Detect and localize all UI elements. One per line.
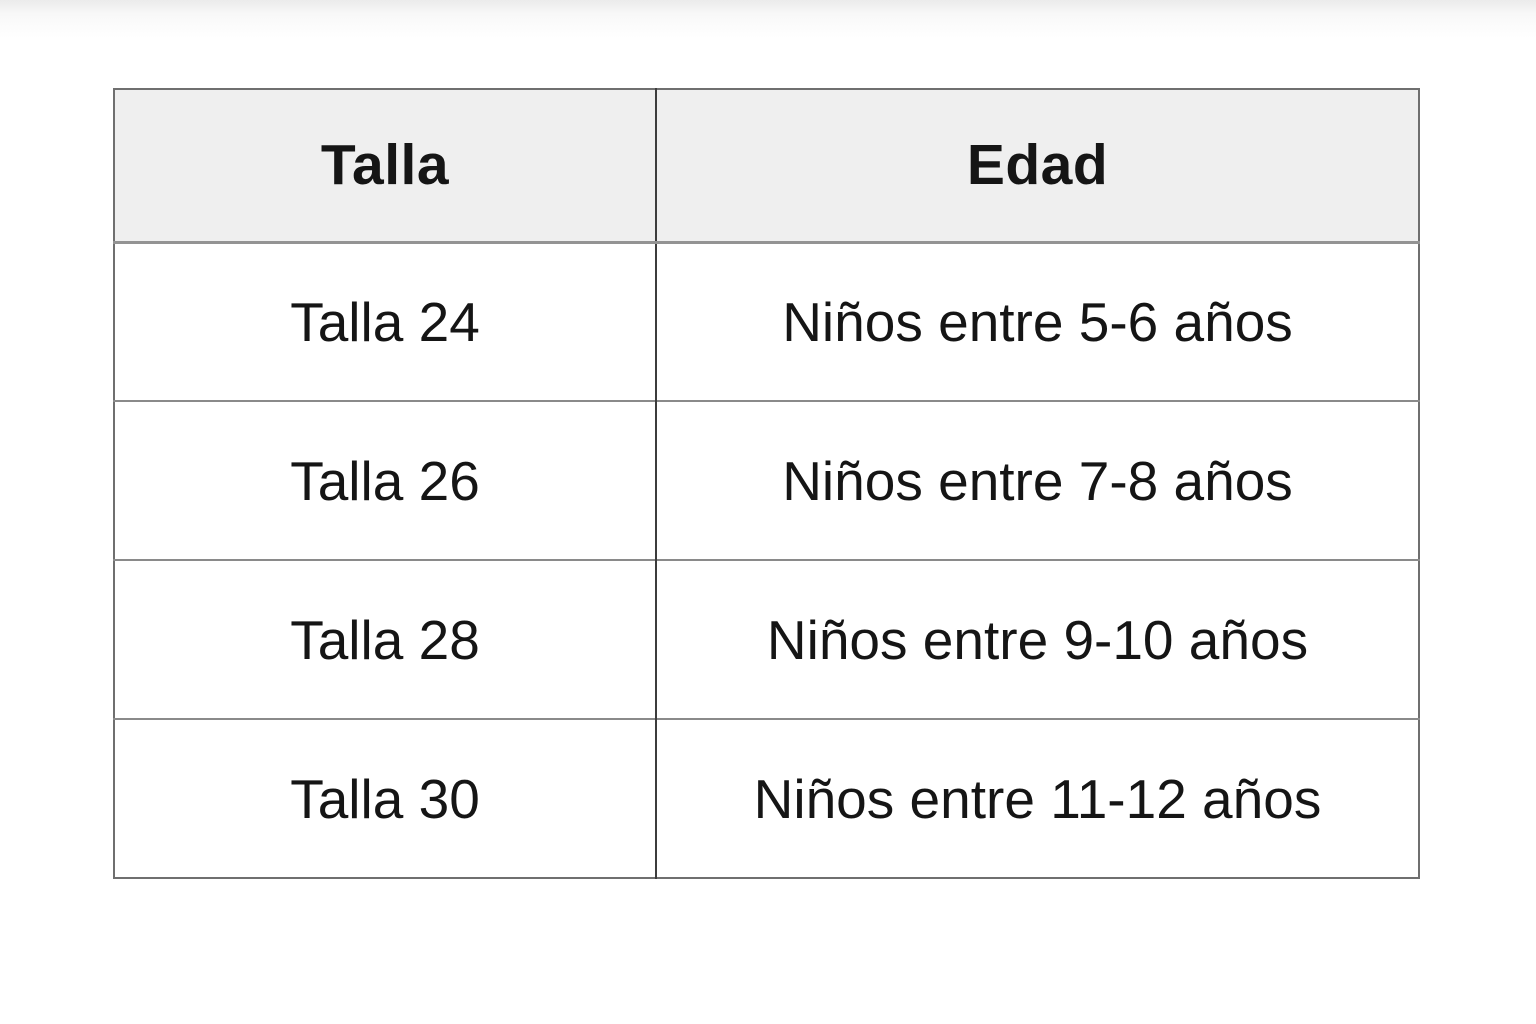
cell-talla: Talla 24 [114, 241, 657, 401]
cell-edad: Niños entre 9-10 años [655, 559, 1419, 719]
table-header: Talla Edad [114, 89, 1419, 244]
cell-talla: Talla 28 [114, 559, 657, 719]
table-body: Talla 24 Niños entre 5-6 años Talla 26 N… [114, 241, 1419, 878]
table-row: Talla 30 Niños entre 11-12 años [114, 718, 1419, 878]
table-row: Talla 28 Niños entre 9-10 años [114, 559, 1419, 719]
column-header-talla: Talla [114, 89, 657, 244]
size-chart-table: Talla Edad Talla 24 Niños entre 5-6 años… [113, 88, 1420, 879]
table-row: Talla 24 Niños entre 5-6 años [114, 241, 1419, 401]
cell-talla: Talla 26 [114, 400, 657, 560]
cell-edad: Niños entre 11-12 años [655, 718, 1419, 878]
size-chart-container: Talla Edad Talla 24 Niños entre 5-6 años… [113, 88, 1420, 879]
column-header-edad: Edad [655, 89, 1419, 244]
cell-edad: Niños entre 5-6 años [655, 241, 1419, 401]
cell-talla: Talla 30 [114, 718, 657, 878]
table-row: Talla 26 Niños entre 7-8 años [114, 400, 1419, 560]
cell-edad: Niños entre 7-8 años [655, 400, 1419, 560]
header-row: Talla Edad [114, 89, 1419, 244]
